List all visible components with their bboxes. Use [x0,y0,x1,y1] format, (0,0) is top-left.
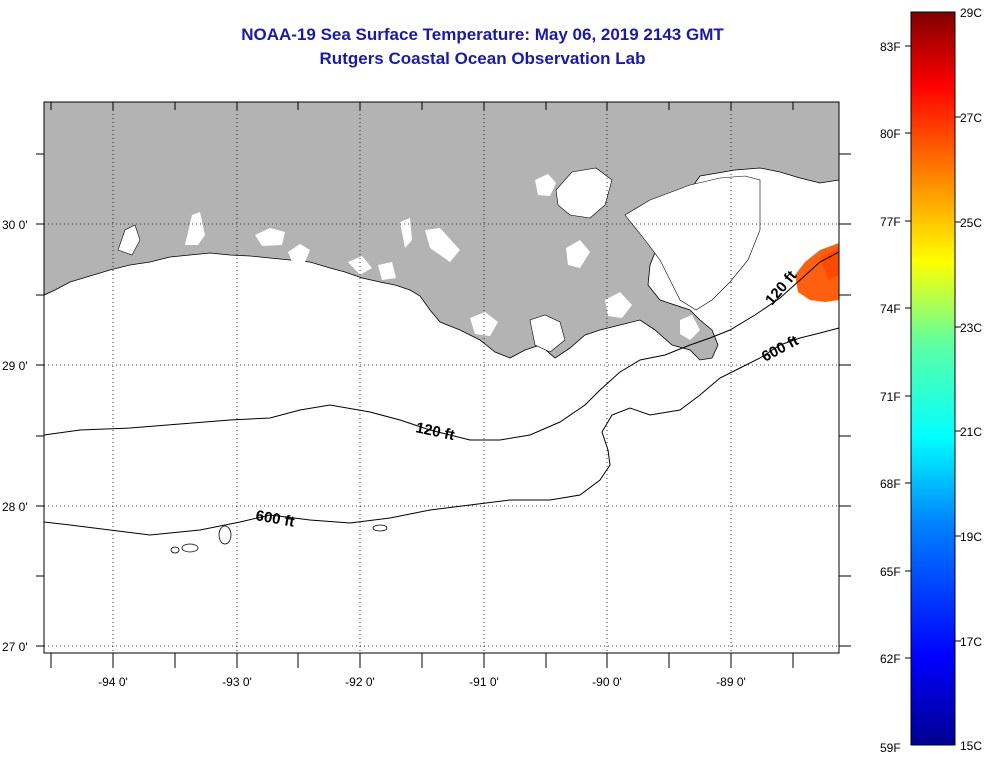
map-subtitle: Rutgers Coastal Ocean Observation Lab [319,49,646,68]
map-border [43,101,840,654]
colorbar [910,11,956,746]
bank-feature [372,524,388,532]
bay [529,314,566,353]
colorbar-label-c: 25C [960,216,982,230]
lake [185,212,205,245]
colorbar-label-c: 17C [960,635,982,649]
colorbar-label-f: 71F [880,390,901,404]
colorbar-label-f: 59F [880,741,901,755]
sst-warm-patch [820,248,839,280]
bay [605,292,632,318]
contour-600ft [44,327,839,536]
lon-label: -93 0' [222,675,252,689]
lat-label: 29 0' [2,359,28,373]
lake [535,174,556,196]
delta-marsh [624,175,761,311]
lake [400,218,412,248]
tick-marks [36,102,851,668]
lon-label: -92 0' [345,675,375,689]
colorbar-label-c: 21C [960,425,982,439]
colorbar-label-c: 15C [960,739,982,753]
colorbar-label-f: 65F [880,565,901,579]
colorbar-label-c: 19C [960,530,982,544]
map-title: NOAA-19 Sea Surface Temperature: May 06,… [241,25,724,44]
bank-feature [181,543,199,553]
lon-label: -91 0' [469,675,499,689]
colorbar-label-c: 29C [960,6,982,20]
lon-label: -89 0' [716,675,746,689]
colorbar-ticks [905,45,961,659]
lake [555,167,613,219]
bay [680,315,700,340]
lake [288,244,310,262]
lon-label: -90 0' [592,675,622,689]
bay [378,262,396,280]
colorbar-label-f: 62F [880,652,901,666]
colorbar-label-f: 77F [880,215,901,229]
bank-feature [170,546,180,554]
lat-label: 27 0' [2,640,28,654]
bank-feature [218,525,232,545]
colorbar-label-c: 23C [960,321,982,335]
bay [470,312,498,336]
contour-label-600ft: 600 ft [254,507,296,531]
lake [566,240,590,268]
lake [425,228,460,262]
contour-120ft [44,251,839,441]
lat-label: 28 0' [2,500,28,514]
colorbar-label-c: 27C [960,111,982,125]
bay [348,256,372,275]
lake [117,224,141,256]
graticule [44,102,839,653]
colorbar-label-f: 80F [880,127,901,141]
colorbar-label-f: 83F [880,40,901,54]
lon-label: -94 0' [98,675,128,689]
colorbar-label-f: 74F [880,302,901,316]
colorbar-label-f: 68F [880,477,901,491]
lake [255,228,285,246]
lat-label: 30 0' [2,218,28,232]
